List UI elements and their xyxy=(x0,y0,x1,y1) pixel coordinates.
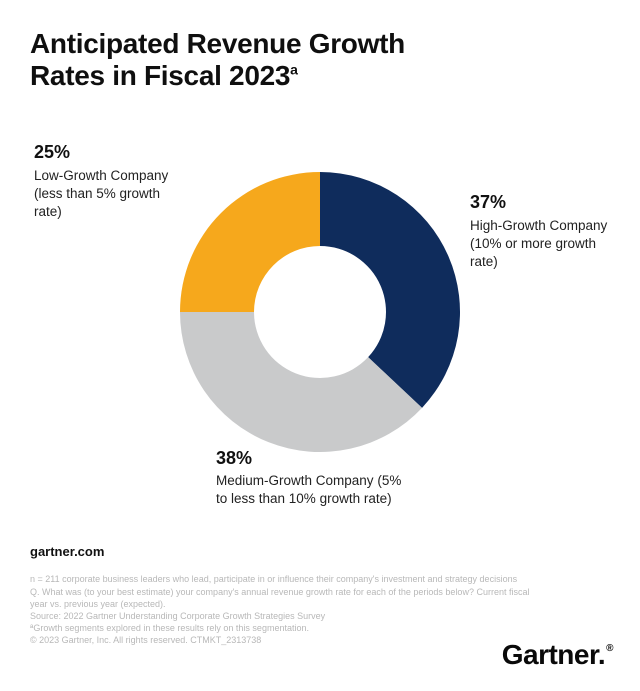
donut-slice-high xyxy=(320,172,460,408)
title-line-2: Rates in Fiscal 2023 xyxy=(30,60,290,91)
fineprint: n = 211 corporate business leaders who l… xyxy=(30,573,530,646)
slice-desc-low: (less than 5% growth rate) xyxy=(34,186,160,219)
infographic-container: Anticipated Revenue Growth Rates in Fisc… xyxy=(0,0,640,691)
slice-label-medium: 38% Medium-Growth Company (5% to less th… xyxy=(216,446,416,509)
slice-pct-high: 37% xyxy=(470,190,610,214)
fineprint-line: Q. What was (to your best estimate) your… xyxy=(30,586,530,610)
logo-dot: . xyxy=(598,639,605,670)
fineprint-line: n = 211 corporate business leaders who l… xyxy=(30,573,530,585)
fineprint-line: ªGrowth segments explored in these resul… xyxy=(30,622,530,634)
title-superscript: a xyxy=(290,62,298,78)
slice-label-low: 25% Low-Growth Company (less than 5% gro… xyxy=(34,140,174,221)
slice-name-medium: Medium-Growth Company xyxy=(216,473,374,488)
donut-slice-low xyxy=(180,172,320,312)
page-title: Anticipated Revenue Growth Rates in Fisc… xyxy=(30,28,610,92)
donut-svg xyxy=(180,172,460,452)
slice-pct-medium: 38% xyxy=(216,446,416,470)
slice-pct-low: 25% xyxy=(34,140,174,164)
donut-chart: 37% High-Growth Company (10% or more gro… xyxy=(30,122,610,502)
fineprint-line: © 2023 Gartner, Inc. All rights reserved… xyxy=(30,634,530,646)
slice-name-low: Low-Growth Company xyxy=(34,168,168,183)
slice-label-high: 37% High-Growth Company (10% or more gro… xyxy=(470,190,610,271)
fineprint-line: Source: 2022 Gartner Understanding Corpo… xyxy=(30,610,530,622)
gartner-logo: Gartner.® xyxy=(502,639,612,671)
title-line-1: Anticipated Revenue Growth xyxy=(30,28,405,59)
slice-name-high: High-Growth Company xyxy=(470,218,607,233)
logo-tm: ® xyxy=(606,643,613,654)
site-url: gartner.com xyxy=(30,544,610,559)
slice-desc-high: (10% or more growth rate) xyxy=(470,236,596,269)
logo-text: Gartner xyxy=(502,639,598,670)
